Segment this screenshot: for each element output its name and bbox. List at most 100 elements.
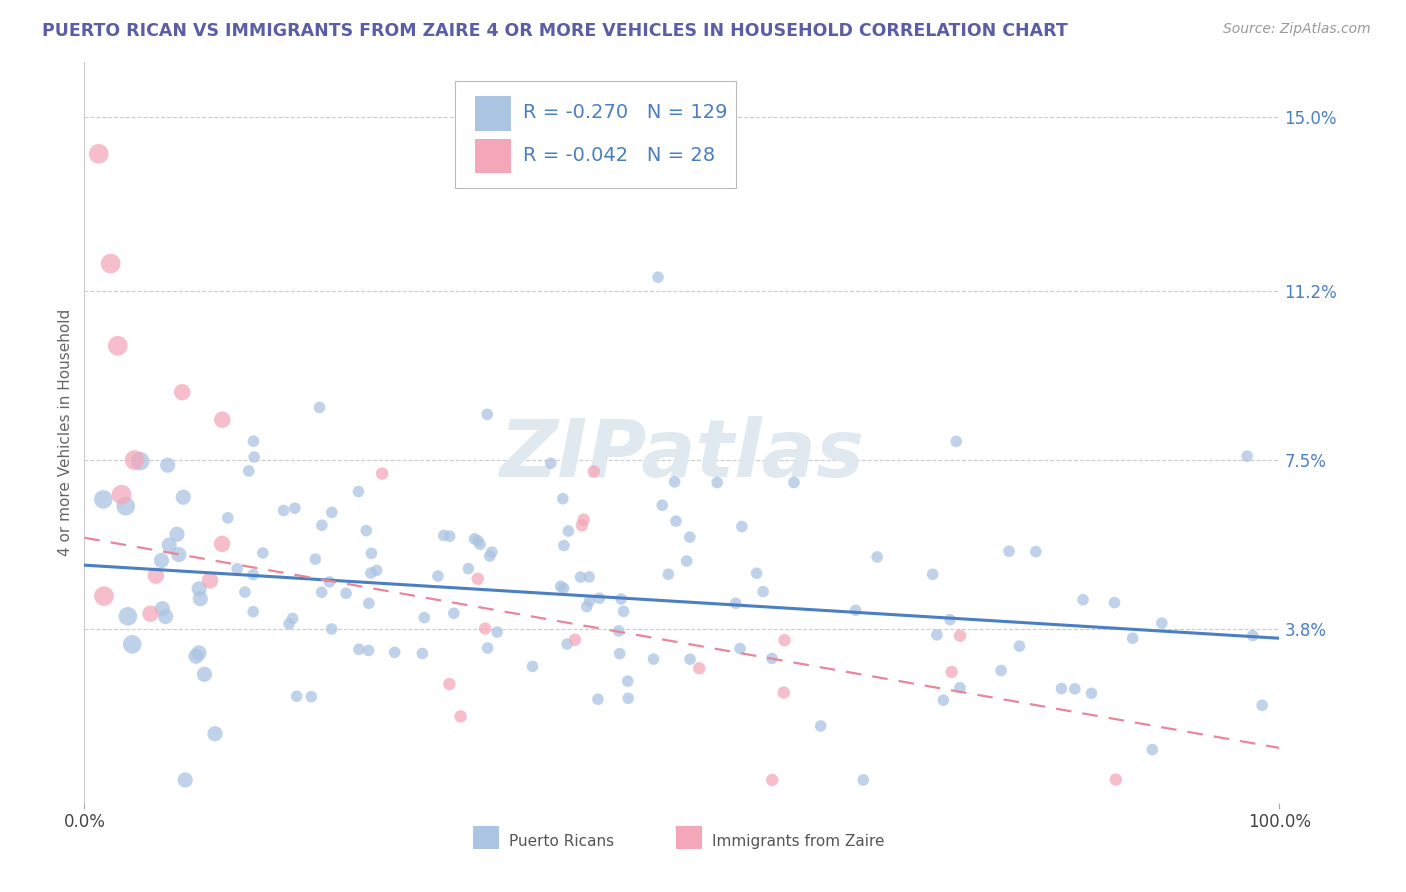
Point: [193, 667, 215, 681]
Point: [1050, 681, 1073, 696]
Point: [688, 661, 710, 675]
Point: [238, 464, 260, 478]
Point: [540, 456, 562, 470]
Point: [588, 591, 610, 606]
Point: [810, 719, 832, 733]
Point: [550, 579, 572, 593]
Point: [174, 772, 197, 787]
Point: [949, 629, 972, 643]
Point: [93, 492, 115, 507]
Point: [467, 572, 489, 586]
Point: [360, 566, 382, 580]
Point: [347, 484, 370, 499]
Point: [724, 596, 747, 610]
Text: Source: ZipAtlas.com: Source: ZipAtlas.com: [1223, 22, 1371, 37]
Point: [1241, 629, 1264, 643]
Point: [651, 498, 673, 512]
Point: [468, 537, 491, 551]
Text: ZIPatlas: ZIPatlas: [499, 416, 865, 494]
Point: [866, 549, 889, 564]
Point: [433, 528, 456, 542]
Point: [609, 647, 631, 661]
Point: [845, 603, 868, 617]
Point: [939, 613, 962, 627]
Point: [745, 566, 768, 581]
Point: [1104, 596, 1126, 610]
Point: [242, 605, 264, 619]
Point: [783, 475, 806, 490]
Point: [998, 544, 1021, 558]
Point: [413, 610, 436, 624]
Point: [477, 408, 499, 422]
Point: [166, 527, 188, 541]
Point: [172, 490, 194, 504]
Point: [679, 530, 702, 544]
Point: [852, 772, 875, 787]
Point: [273, 503, 295, 517]
Point: [411, 647, 433, 661]
Point: [281, 611, 304, 625]
Point: [150, 601, 173, 615]
Point: [157, 538, 180, 552]
Point: [553, 581, 575, 595]
Point: [555, 637, 578, 651]
Point: [318, 574, 340, 589]
Point: [211, 537, 233, 551]
Point: [761, 651, 783, 665]
Point: [1080, 686, 1102, 700]
Point: [184, 649, 207, 664]
Point: [463, 532, 485, 546]
Point: [439, 677, 461, 691]
Point: [321, 505, 343, 519]
FancyBboxPatch shape: [472, 827, 499, 848]
Point: [354, 524, 377, 538]
Point: [564, 632, 586, 647]
Point: [360, 546, 382, 560]
Point: [467, 533, 489, 548]
Point: [347, 642, 370, 657]
Point: [1251, 698, 1274, 713]
Point: [569, 570, 592, 584]
Point: [308, 401, 330, 415]
Point: [457, 561, 479, 575]
Point: [664, 475, 686, 489]
Point: [384, 645, 406, 659]
Point: [578, 570, 600, 584]
Point: [107, 339, 129, 353]
Y-axis label: 4 or more Vehicles in Household: 4 or more Vehicles in Household: [58, 309, 73, 557]
Point: [217, 511, 239, 525]
Point: [172, 385, 194, 400]
Point: [285, 690, 308, 704]
Point: [357, 596, 380, 610]
Point: [93, 589, 115, 603]
Point: [145, 568, 167, 582]
Text: R = -0.042   N = 28: R = -0.042 N = 28: [523, 146, 716, 165]
Point: [665, 514, 688, 528]
Point: [1071, 592, 1094, 607]
Point: [578, 594, 600, 608]
Point: [155, 609, 177, 624]
Point: [481, 545, 503, 559]
Point: [121, 637, 143, 651]
Point: [427, 569, 450, 583]
Point: [477, 641, 499, 656]
Point: [114, 499, 136, 513]
Point: [610, 592, 633, 607]
Point: [607, 624, 630, 638]
Point: [242, 434, 264, 449]
Point: [243, 450, 266, 464]
Point: [1008, 639, 1031, 653]
Point: [586, 692, 609, 706]
FancyBboxPatch shape: [475, 138, 510, 173]
Point: [706, 475, 728, 490]
Text: R = -0.270   N = 129: R = -0.270 N = 129: [523, 103, 727, 122]
Point: [450, 709, 472, 723]
Point: [284, 501, 307, 516]
Point: [486, 625, 509, 640]
Point: [1236, 449, 1258, 463]
Point: [150, 553, 173, 567]
Text: Puerto Ricans: Puerto Ricans: [509, 834, 614, 849]
Point: [557, 524, 579, 538]
Point: [474, 622, 496, 636]
Point: [188, 591, 211, 606]
